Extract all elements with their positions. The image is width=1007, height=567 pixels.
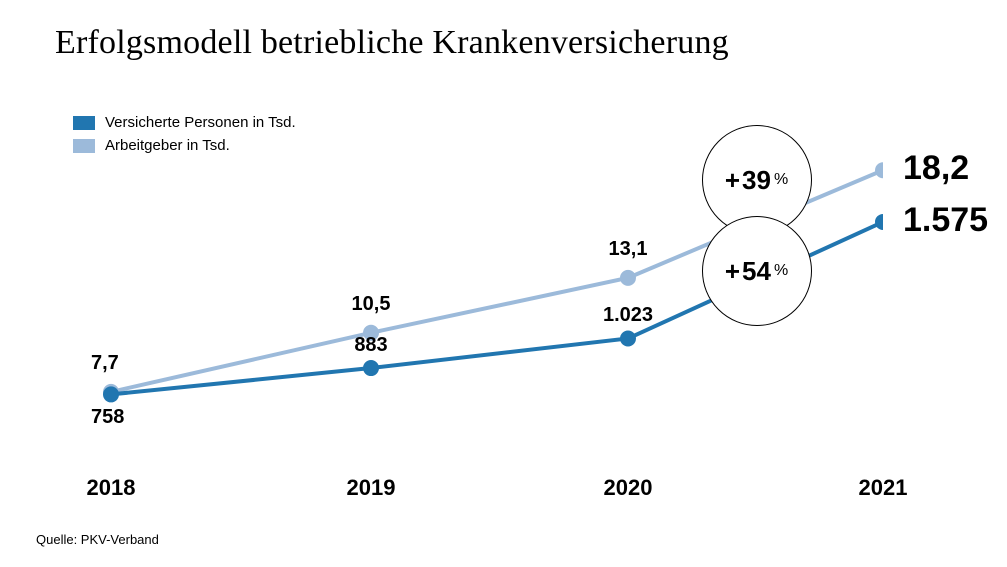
- source-text: Quelle: PKV-Verband: [36, 532, 159, 547]
- end-label-series-0: 18,2: [903, 149, 969, 188]
- marker-series-1-pt-0: [103, 386, 119, 402]
- growth-callout-series-1: +54%: [702, 216, 812, 326]
- data-label-series-0-pt-1: 10,5: [352, 293, 391, 316]
- data-label-series-1-pt-1: 883: [354, 334, 387, 357]
- end-label-series-1: 1.575: [903, 201, 988, 240]
- data-label-series-1-pt-2: 1.023: [603, 304, 653, 327]
- marker-series-0-pt-3: [875, 162, 883, 178]
- marker-series-1-pt-1: [363, 360, 379, 376]
- marker-series-0-pt-2: [620, 270, 636, 286]
- x-axis-label-2019: 2019: [347, 475, 396, 501]
- x-axis-label-2018: 2018: [87, 475, 136, 501]
- x-axis-label-2020: 2020: [604, 475, 653, 501]
- chart-container: Erfolgsmodell betriebliche Krankenversic…: [0, 0, 1007, 567]
- data-label-series-0-pt-2: 13,1: [609, 238, 648, 261]
- marker-series-1-pt-2: [620, 330, 636, 346]
- marker-series-1-pt-3: [875, 214, 883, 230]
- x-axis-label-2021: 2021: [859, 475, 908, 501]
- data-label-series-0-pt-0: 7,7: [91, 352, 119, 375]
- data-label-series-1-pt-0: 758: [91, 406, 124, 429]
- page-title: Erfolgsmodell betriebliche Krankenversic…: [55, 24, 729, 62]
